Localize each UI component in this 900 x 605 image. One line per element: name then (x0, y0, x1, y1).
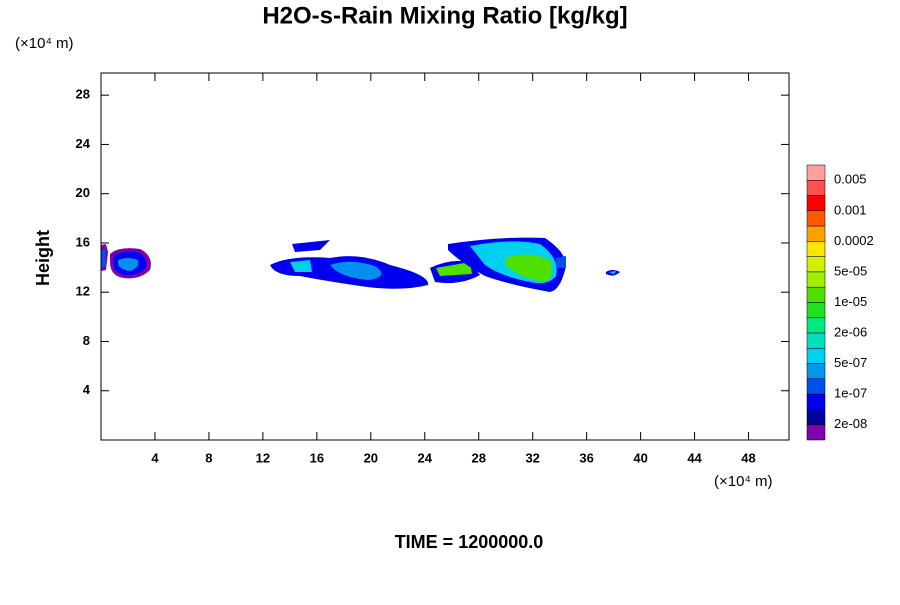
colorbar-label: 0.0002 (834, 233, 874, 248)
colorbar-box (806, 195, 826, 212)
footer-time: TIME = 1200000.0 (395, 532, 544, 552)
colorbar-label: 0.005 (834, 172, 867, 187)
y-tick-label: 28 (76, 87, 90, 102)
plot-frame (100, 72, 790, 441)
colorbar-label: 5e-05 (834, 263, 867, 278)
y-tick-label: 4 (83, 382, 91, 397)
colorbar-box (806, 302, 826, 319)
x-unit: (×10⁴ m) (714, 473, 773, 490)
y-tick-label: 16 (76, 234, 90, 249)
colorbar-box (806, 241, 826, 257)
x-tick-label: 40 (633, 450, 647, 465)
colorbar-label: 0.001 (834, 202, 867, 217)
colorbar-box (806, 271, 826, 288)
chart-title: H2O-s-Rain Mixing Ratio [kg/kg] (262, 2, 627, 29)
colorbar-box (806, 164, 826, 181)
colorbar-box (806, 225, 826, 242)
colorbar-box (806, 393, 826, 410)
x-tick-label: 32 (525, 450, 539, 465)
colorbar-box (806, 180, 826, 196)
colorbar-box (806, 286, 826, 303)
y-tick-label: 12 (76, 284, 90, 299)
x-tick-label: 4 (151, 450, 159, 465)
x-tick-label: 44 (687, 450, 702, 465)
x-tick-label: 12 (256, 450, 270, 465)
x-tick-label: 28 (471, 450, 485, 465)
y-unit: (×10⁴ m) (15, 35, 74, 52)
y-axis-label: Height (33, 230, 53, 286)
colorbar-label: 1e-07 (834, 386, 867, 401)
colorbar-box (806, 409, 826, 425)
colorbar-box (806, 378, 826, 395)
x-tick-label: 48 (741, 450, 755, 465)
colorbar-box (806, 332, 826, 349)
colorbar-box (806, 256, 826, 273)
colorbar-label: 1e-05 (834, 294, 867, 309)
x-tick-label: 8 (205, 450, 212, 465)
colorbar-label: 2e-08 (834, 416, 867, 431)
x-tick-label: 36 (579, 450, 593, 465)
y-tick-label: 8 (83, 333, 90, 348)
x-tick-label: 16 (310, 450, 324, 465)
colorbar-box (806, 348, 826, 364)
colorbar-box (806, 210, 826, 227)
colorbar-label: 5e-07 (834, 355, 867, 370)
y-tick-label: 24 (76, 136, 91, 151)
colorbar-label: 2e-06 (834, 324, 867, 339)
colorbar-box (806, 363, 826, 380)
rain-field (101, 237, 620, 292)
colorbar-box (806, 424, 826, 441)
y-tick-label: 20 (76, 185, 90, 200)
colorbar-box (806, 317, 826, 334)
x-tick-label: 20 (364, 450, 378, 465)
x-tick-label: 24 (418, 450, 433, 465)
